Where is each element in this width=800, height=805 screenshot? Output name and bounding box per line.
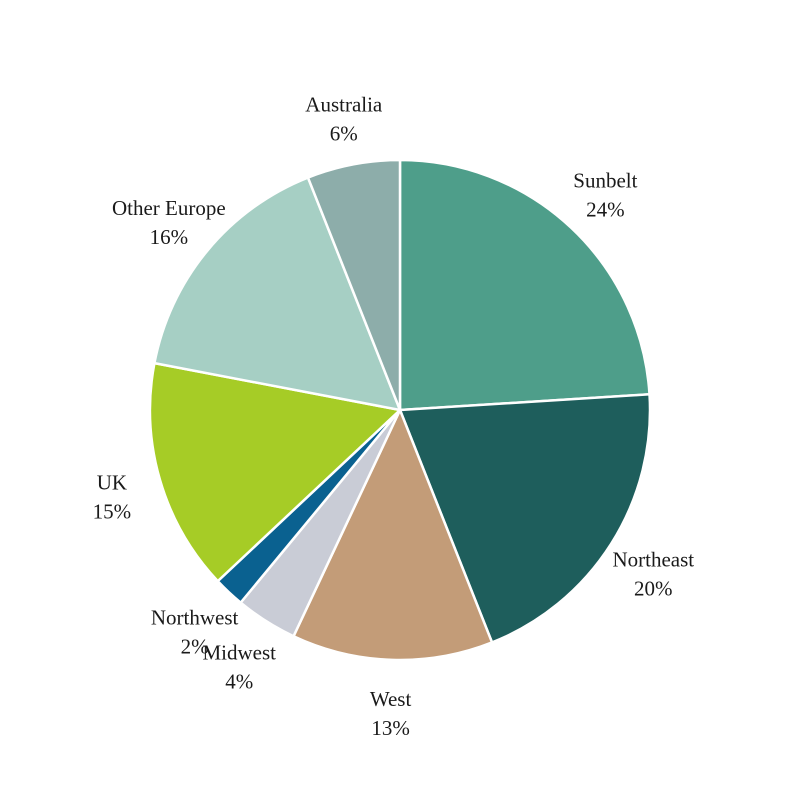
slice-name: UK (97, 471, 127, 495)
slice-label: Other Europe 16% (112, 196, 226, 249)
slice-percent: 6% (330, 121, 358, 145)
slice-percent: 2% (181, 635, 209, 659)
pie-slice (152, 175, 402, 412)
slice-name: Northeast (612, 548, 694, 572)
slice-percent: 13% (371, 716, 410, 740)
pie-slice (148, 361, 403, 583)
slice-label: West 13% (370, 687, 412, 740)
slice-name: Australia (305, 92, 383, 116)
slice-name: West (370, 687, 412, 711)
slice-label: Northwest 2% (151, 606, 239, 659)
slice-name: Midwest (203, 640, 277, 664)
slice-percent: 16% (150, 225, 189, 249)
pie-slice (398, 392, 652, 645)
slice-percent: 15% (93, 500, 132, 524)
pie-slice (291, 406, 494, 662)
slice-percent: 20% (634, 577, 673, 601)
slice-name: Sunbelt (573, 168, 637, 192)
slice-name: Other Europe (112, 196, 226, 220)
slice-label: Australia 6% (305, 92, 383, 145)
pie-slice (306, 158, 402, 411)
pie-slice (398, 158, 651, 412)
slice-name: Northwest (151, 606, 239, 630)
slice-percent: 24% (586, 197, 625, 221)
slice-percent: 4% (225, 669, 253, 693)
slice-label: Northeast 20% (612, 548, 694, 601)
slice-label: Midwest 4% (203, 640, 277, 693)
slice-label: UK 15% (93, 471, 132, 524)
slice-label: Sunbelt 24% (573, 168, 637, 221)
